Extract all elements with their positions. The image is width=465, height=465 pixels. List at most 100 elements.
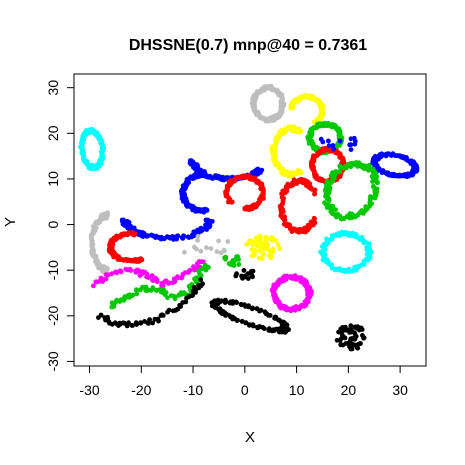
data-point: [280, 101, 286, 107]
data-point: [185, 234, 191, 240]
x-tick-label: -20: [131, 382, 151, 398]
data-point: [230, 316, 236, 322]
data-point: [238, 301, 244, 307]
data-point: [261, 251, 267, 257]
data-point: [183, 299, 189, 305]
data-point: [368, 194, 374, 200]
data-point: [259, 167, 265, 173]
data-point: [229, 260, 235, 265]
data-point: [177, 302, 183, 308]
data-point: [287, 222, 292, 228]
data-point: [363, 204, 369, 210]
data-point: [204, 207, 210, 213]
data-point: [331, 146, 336, 152]
x-tick-label: -10: [183, 382, 203, 398]
data-point: [366, 162, 372, 168]
data-point: [246, 322, 252, 328]
data-point: [324, 236, 329, 242]
data-point: [326, 143, 332, 149]
data-point: [346, 266, 352, 272]
data-point: [214, 249, 220, 255]
data-point: [334, 337, 340, 343]
data-point: [326, 198, 332, 203]
data-point: [128, 268, 134, 273]
data-point: [204, 245, 209, 251]
data-point: [236, 257, 241, 262]
data-point: [134, 322, 140, 327]
data-point: [234, 300, 240, 305]
data-point: [349, 336, 354, 341]
data-point: [194, 246, 199, 252]
data-point: [340, 342, 346, 348]
data-point: [196, 259, 202, 264]
data-point: [160, 313, 166, 318]
data-point: [347, 327, 352, 332]
data-point: [191, 264, 196, 270]
y-tick-label: -20: [45, 305, 61, 325]
data-point: [253, 238, 259, 244]
data-point: [145, 233, 151, 239]
data-point: [322, 247, 328, 253]
data-point: [150, 285, 156, 291]
chart-title: DHSSNE(0.7) mnp@40 = 0.7361: [129, 37, 367, 54]
data-point: [328, 173, 334, 179]
data-point: [283, 326, 288, 331]
data-point: [225, 239, 231, 244]
data-point: [166, 280, 172, 286]
data-point: [263, 237, 269, 243]
data-point: [162, 279, 168, 284]
data-point: [411, 167, 417, 173]
data-point: [273, 238, 279, 243]
y-tick-label: 10: [45, 171, 61, 187]
data-point: [143, 284, 149, 290]
data-point: [134, 288, 139, 293]
data-point: [236, 262, 242, 267]
data-point: [101, 146, 107, 151]
data-point: [269, 254, 274, 260]
data-point: [218, 250, 224, 256]
data-point: [130, 292, 136, 298]
data-point: [172, 294, 178, 300]
data-point: [206, 264, 211, 270]
data-point: [355, 342, 361, 347]
data-point: [201, 259, 206, 265]
data-point: [222, 300, 228, 305]
data-point: [227, 300, 233, 306]
data-point: [130, 323, 135, 328]
data-point: [155, 316, 161, 322]
data-point: [109, 271, 115, 277]
data-point: [105, 266, 110, 272]
y-tick-label: 20: [45, 125, 61, 141]
data-point: [257, 233, 263, 239]
data-point: [208, 246, 214, 251]
data-point: [166, 307, 172, 313]
data-point: [250, 305, 255, 311]
data-point: [191, 284, 197, 290]
data-point: [312, 191, 317, 197]
data-point: [351, 135, 357, 141]
data-point: [222, 255, 228, 261]
data-point: [105, 272, 111, 278]
data-point: [172, 279, 178, 284]
data-point: [337, 138, 343, 144]
data-point: [348, 142, 354, 148]
data-point: [139, 257, 145, 263]
data-point: [216, 238, 222, 244]
data-point: [361, 335, 366, 341]
data-point: [234, 271, 240, 277]
data-point: [262, 309, 268, 315]
data-point: [332, 267, 338, 273]
data-point: [203, 217, 209, 223]
data-point: [357, 326, 363, 332]
data-point: [275, 242, 281, 248]
data-point: [126, 320, 131, 326]
data-point: [365, 249, 371, 255]
data-point: [146, 275, 151, 280]
data-point: [195, 238, 200, 243]
data-point: [255, 166, 261, 172]
data-point: [265, 246, 270, 251]
data-point: [140, 234, 146, 240]
data-point: [175, 274, 180, 280]
data-point: [338, 326, 344, 332]
